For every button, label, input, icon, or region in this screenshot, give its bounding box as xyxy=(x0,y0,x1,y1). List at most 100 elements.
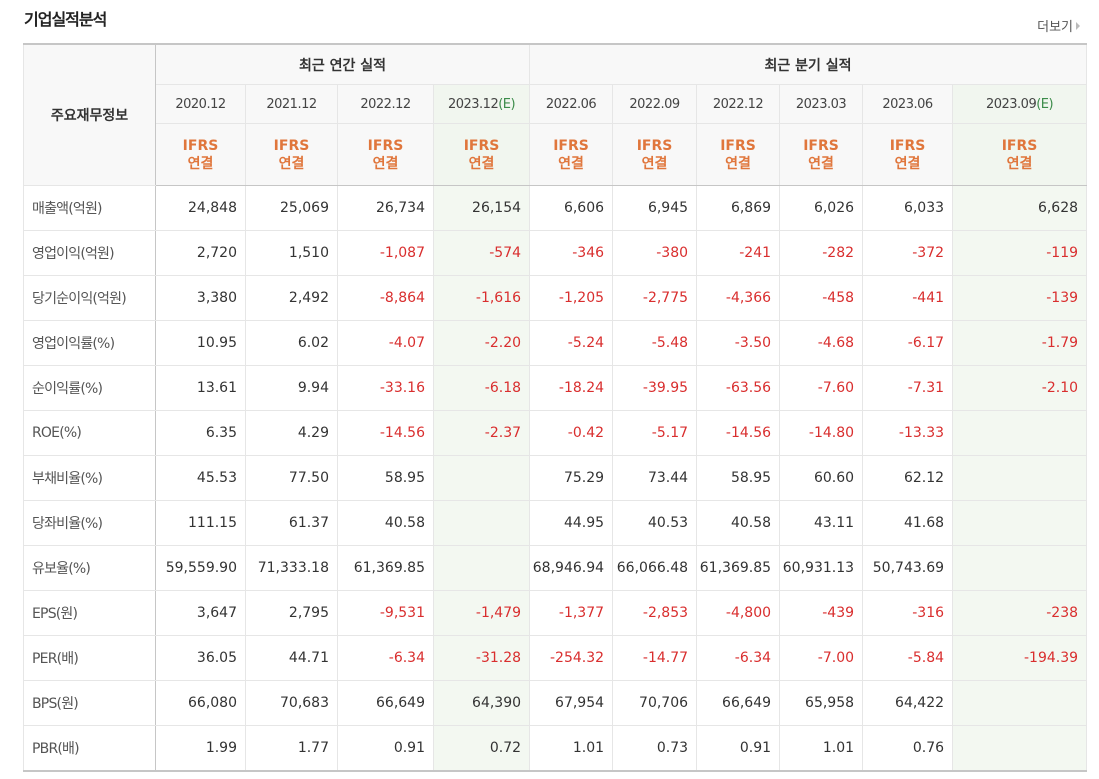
value-cell xyxy=(952,410,1088,456)
value-cell: 60,931.13 xyxy=(779,545,864,591)
row-label: PER(배) xyxy=(23,635,156,681)
value-cell xyxy=(952,500,1088,546)
value-cell xyxy=(432,500,531,546)
value-cell: -194.39 xyxy=(952,635,1088,681)
value-cell: 60.60 xyxy=(779,455,864,501)
value-cell: 1.99 xyxy=(155,725,246,772)
accounting-standard: IFRS 연결 xyxy=(432,123,531,186)
annual-group-header: 최근 연간 실적 xyxy=(154,43,531,85)
value-cell: 65,958 xyxy=(779,680,864,726)
standard-consolidated: 연결 xyxy=(894,155,921,172)
value-cell: 1.01 xyxy=(779,725,864,772)
row-label: EPS(원) xyxy=(23,590,156,636)
value-cell: -4,800 xyxy=(696,590,781,636)
value-cell: -346 xyxy=(529,230,614,276)
value-cell: 67,954 xyxy=(529,680,614,726)
value-cell: 77.50 xyxy=(245,455,338,501)
period-header: 2023.03 xyxy=(779,84,864,124)
value-cell: -18.24 xyxy=(529,365,614,411)
value-cell: -1,087 xyxy=(337,230,434,276)
table-row: 순이익률(%) 13.61 9.94 -33.16 -6.18 -18.24 -39.95-… xyxy=(23,365,1088,411)
period-header: 2022.12 xyxy=(696,84,781,124)
value-cell: -6.17 xyxy=(862,320,954,366)
value-cell: 0.91 xyxy=(696,725,781,772)
value-cell: 26,154 xyxy=(432,185,531,231)
period-date: 2022.12 xyxy=(712,96,764,112)
value-cell: 75.29 xyxy=(529,455,614,501)
value-cell: 2,720 xyxy=(155,230,246,276)
value-cell: -14.56 xyxy=(696,410,781,456)
value-cell: 0.91 xyxy=(337,725,434,772)
period-header: 2023.06 xyxy=(862,84,954,124)
value-cell: 26,734 xyxy=(337,185,434,231)
value-cell: 50,743.69 xyxy=(862,545,954,591)
value-cell: -33.16 xyxy=(337,365,434,411)
row-label: 당좌비율(%) xyxy=(23,500,156,546)
standard-ifrs: IFRS xyxy=(367,137,404,154)
standard-ifrs: IFRS xyxy=(889,137,926,154)
table-row: 당좌비율(%) 111.15 61.37 40.58 44.95 40.53 40.58 43… xyxy=(23,500,1088,546)
value-cell xyxy=(952,680,1088,726)
value-cell: 70,706 xyxy=(612,680,698,726)
row-label: 영업이익(억원) xyxy=(23,230,156,276)
value-cell: 45.53 xyxy=(155,455,246,501)
value-cell: -6.34 xyxy=(337,635,434,681)
value-cell: -31.28 xyxy=(432,635,531,681)
standard-consolidated: 연결 xyxy=(641,155,668,172)
value-cell: -5.24 xyxy=(529,320,614,366)
value-cell: -9,531 xyxy=(337,590,434,636)
row-label: 순이익률(%) xyxy=(23,365,156,411)
value-cell: 10.95 xyxy=(155,320,246,366)
label-column-header: 주요재무정보 xyxy=(23,43,156,186)
period-date: 2023.12 xyxy=(447,96,499,112)
value-cell: 1.77 xyxy=(245,725,338,772)
table-row: BPS(원) 66,080 70,683 66,649 64,390 67,954 70,7… xyxy=(23,680,1088,726)
value-cell: 13.61 xyxy=(155,365,246,411)
value-cell: -4.07 xyxy=(337,320,434,366)
value-cell: 6,606 xyxy=(529,185,614,231)
value-cell: 40.53 xyxy=(612,500,698,546)
value-cell: 6,945 xyxy=(612,185,698,231)
standard-ifrs: IFRS xyxy=(636,137,673,154)
value-cell: -2,853 xyxy=(612,590,698,636)
value-cell: -2,775 xyxy=(612,275,698,321)
value-cell: -2.37 xyxy=(432,410,531,456)
row-label: 당기순이익(억원) xyxy=(23,275,156,321)
value-cell: -8,864 xyxy=(337,275,434,321)
table-row: 부채비율(%) 45.53 77.50 58.95 75.29 73.44 58.95 60.… xyxy=(23,455,1088,501)
value-cell: 61,369.85 xyxy=(337,545,434,591)
value-cell: -1,479 xyxy=(432,590,531,636)
value-cell: -238 xyxy=(952,590,1088,636)
value-cell: 40.58 xyxy=(337,500,434,546)
value-cell: -5.17 xyxy=(612,410,698,456)
period-date: 2022.09 xyxy=(629,96,680,112)
row-label: BPS(원) xyxy=(23,680,156,726)
value-cell: 41.68 xyxy=(862,500,954,546)
period-header: 2023.12(E) xyxy=(432,84,531,124)
value-cell: 1,510 xyxy=(245,230,338,276)
value-cell: 62.12 xyxy=(862,455,954,501)
value-cell: 64,390 xyxy=(432,680,531,726)
standard-ifrs: IFRS xyxy=(182,137,219,154)
value-cell: 61,369.85 xyxy=(696,545,781,591)
value-cell: -7.60 xyxy=(779,365,864,411)
value-cell: 9.94 xyxy=(245,365,338,411)
value-cell: -441 xyxy=(862,275,954,321)
value-cell: 44.71 xyxy=(245,635,338,681)
value-cell: -4,366 xyxy=(696,275,781,321)
estimate-mark: (E) xyxy=(498,96,516,112)
value-cell: 6.02 xyxy=(245,320,338,366)
standard-ifrs: IFRS xyxy=(273,137,310,154)
period-date: 2021.12 xyxy=(266,96,317,112)
value-cell: 70,683 xyxy=(245,680,338,726)
more-link[interactable]: 더보기 xyxy=(1037,16,1080,35)
accounting-standard: IFRS 연결 xyxy=(952,123,1088,186)
value-cell: 64,422 xyxy=(862,680,954,726)
row-label: 유보율(%) xyxy=(23,545,156,591)
value-cell: -282 xyxy=(779,230,864,276)
value-cell: -1,205 xyxy=(529,275,614,321)
standard-ifrs: IFRS xyxy=(1001,137,1038,154)
value-cell: 36.05 xyxy=(155,635,246,681)
standard-consolidated: 연결 xyxy=(808,155,834,172)
period-date: 2022.06 xyxy=(545,96,597,112)
